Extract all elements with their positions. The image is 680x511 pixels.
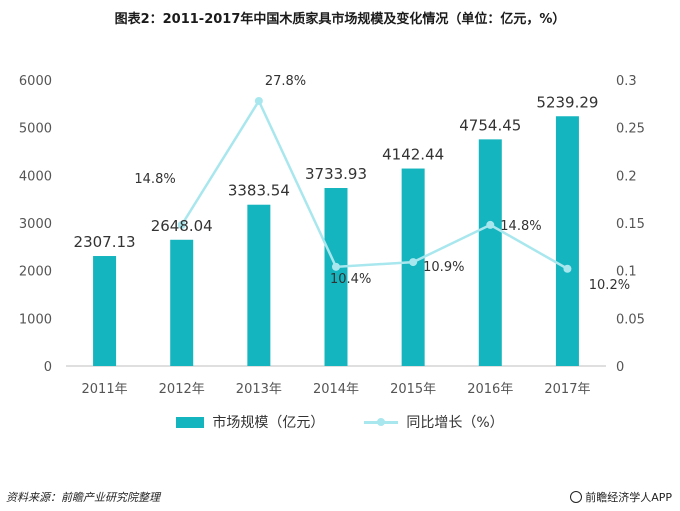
bar [478, 139, 502, 366]
x-tick-label: 2017年 [544, 382, 590, 397]
x-tick-label: 2016年 [467, 382, 513, 397]
line-data-label: 14.8% [500, 219, 541, 234]
y-right-tick-label: 0.3 [616, 74, 637, 89]
y-right-tick-label: 0.1 [616, 265, 637, 280]
y-left-tick-label: 6000 [19, 74, 52, 89]
y-left-tick-label: 0 [44, 360, 52, 375]
line-point [486, 220, 495, 229]
y-right-tick-label: 0.25 [616, 122, 645, 137]
chart-title: 图表2：2011-2017年中国木质家具市场规模及变化情况（单位：亿元，%） [114, 12, 566, 27]
y-left-tick-label: 2000 [19, 265, 52, 280]
legend: 市场规模（亿元） 同比增长（%） [0, 412, 680, 432]
y-right-tick-label: 0 [616, 360, 624, 375]
brand-logo-icon [570, 491, 583, 503]
y-left-tick-label: 4000 [19, 169, 52, 184]
combo-chart: 0 1000 2000 3000 4000 5000 6000 0 0.05 0.1 0.15 0.2… [19, 74, 645, 397]
line-data-label: 10.9% [423, 260, 464, 275]
bar [555, 116, 579, 366]
brand-credit: 前瞻经济学人APP [570, 489, 672, 505]
legend-line-label: 同比增长（%） [406, 415, 504, 431]
bar-data-label: 4142.44 [382, 146, 444, 164]
bar [401, 168, 425, 366]
bar [324, 188, 348, 366]
line-data-label: 10.4% [330, 272, 371, 287]
x-tick-label: 2014年 [313, 382, 359, 397]
x-tick-label: 2012年 [159, 382, 205, 397]
y-left-tick-label: 5000 [19, 122, 52, 137]
line-point [409, 258, 418, 267]
bar-data-label: 2307.13 [74, 233, 136, 251]
source-note: 资料来源：前瞻产业研究院整理 [6, 491, 160, 504]
bar-data-label: 2648.04 [151, 217, 213, 235]
y-right-tick-label: 0.2 [616, 169, 637, 184]
brand-text: 前瞻经济学人APP [585, 491, 672, 504]
y-right-tick-label: 0.05 [616, 312, 645, 327]
y-left-tick-label: 3000 [19, 217, 52, 232]
x-tick-label: 2013年 [236, 382, 282, 397]
line-data-label: 14.8% [134, 172, 175, 187]
bar-data-label: 4754.45 [459, 116, 521, 134]
line-point [177, 220, 186, 229]
bar [93, 256, 117, 366]
legend-item-bar: 市场规模（亿元） [176, 412, 324, 432]
line-point [563, 264, 572, 273]
bar-data-label: 3383.54 [228, 182, 290, 200]
bar-data-label: 3733.93 [305, 165, 367, 183]
legend-bar-swatch [176, 416, 205, 428]
x-tick-label: 2011年 [82, 382, 128, 397]
growth-line [180, 98, 569, 270]
bar [170, 239, 194, 366]
x-tick-label: 2015年 [390, 382, 436, 397]
legend-item-line: 同比增长（%） [364, 412, 504, 432]
y-right-tick-label: 0.15 [616, 217, 645, 232]
line-point [332, 262, 340, 271]
line-data-label: 10.2% [589, 278, 630, 293]
legend-bar-label: 市场规模（亿元） [212, 415, 325, 431]
line-data-label: 27.8% [265, 74, 306, 89]
y-left-tick-label: 1000 [19, 312, 52, 327]
line-point [254, 96, 263, 105]
bar-data-label: 5239.29 [536, 93, 598, 111]
legend-line-swatch [364, 417, 399, 426]
bar [247, 204, 271, 366]
